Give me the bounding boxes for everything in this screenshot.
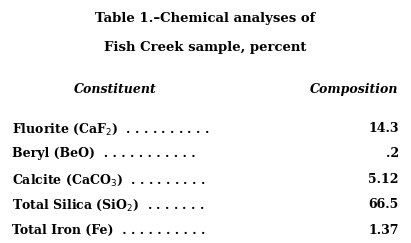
Text: Total Silica (SiO$_2$)  . . . . . . .: Total Silica (SiO$_2$) . . . . . . .: [12, 198, 205, 213]
Text: Fluorite (CaF$_2$)  . . . . . . . . . .: Fluorite (CaF$_2$) . . . . . . . . . .: [12, 122, 210, 137]
Text: Composition: Composition: [310, 83, 399, 95]
Text: Constituent: Constituent: [74, 83, 157, 95]
Text: 1.37: 1.37: [368, 224, 399, 236]
Text: 14.3: 14.3: [368, 122, 399, 134]
Text: Total Iron (Fe)  . . . . . . . . . .: Total Iron (Fe) . . . . . . . . . .: [12, 224, 206, 236]
Text: .2: .2: [386, 147, 399, 160]
Text: Beryl (BeO)  . . . . . . . . . . .: Beryl (BeO) . . . . . . . . . . .: [12, 147, 196, 160]
Text: Fish Creek sample, percent: Fish Creek sample, percent: [104, 41, 307, 54]
Text: Calcite (CaCO$_3$)  . . . . . . . . .: Calcite (CaCO$_3$) . . . . . . . . .: [12, 173, 206, 188]
Text: 5.12: 5.12: [368, 173, 399, 185]
Text: Table 1.–Chemical analyses of: Table 1.–Chemical analyses of: [95, 12, 316, 25]
Text: 66.5: 66.5: [368, 198, 399, 211]
